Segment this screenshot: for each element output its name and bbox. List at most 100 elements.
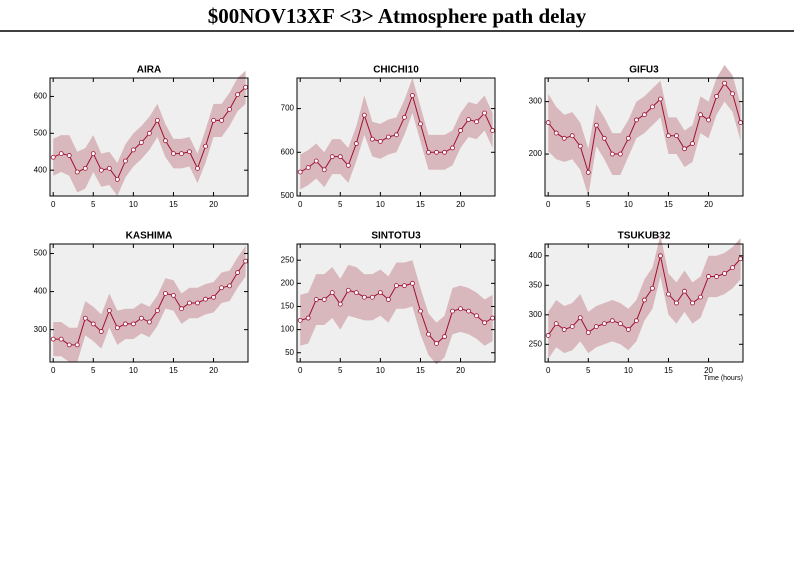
point	[138, 140, 144, 145]
point	[50, 336, 56, 342]
x-tick-label: 0	[51, 366, 56, 375]
x-tick-label: 0	[546, 200, 551, 209]
point	[434, 341, 439, 346]
y-tick-label: 200	[281, 278, 295, 287]
point	[385, 297, 391, 302]
panel-title: GIFU3	[629, 65, 659, 76]
point	[138, 315, 144, 321]
point	[633, 117, 639, 123]
point	[585, 330, 591, 335]
x-tick-label: 20	[209, 200, 218, 209]
y-tick-label: 600	[281, 147, 295, 156]
x-tick-label: 20	[704, 200, 713, 209]
y-tick-label: 350	[529, 280, 543, 289]
point	[722, 80, 727, 86]
x-tick-label: 15	[416, 200, 425, 209]
point	[106, 308, 112, 314]
point	[337, 301, 343, 307]
y-tick-label: 500	[281, 191, 295, 200]
x-tick-label: 5	[338, 366, 343, 375]
point	[329, 154, 335, 160]
point	[297, 317, 303, 323]
x-tick-label: 10	[624, 200, 633, 209]
point	[385, 134, 391, 140]
y-tick-label: 300	[34, 325, 48, 334]
point	[674, 300, 679, 306]
point	[601, 135, 607, 141]
point	[442, 149, 447, 155]
point	[329, 290, 335, 295]
x-tick-label: 5	[586, 200, 591, 209]
point	[171, 151, 176, 156]
point	[147, 130, 152, 136]
point	[203, 296, 208, 302]
x-tick-label: 10	[624, 366, 633, 375]
point	[714, 274, 719, 279]
point	[195, 300, 200, 306]
point	[58, 151, 64, 156]
plot-frame	[49, 243, 249, 363]
point	[738, 120, 743, 125]
point	[114, 177, 120, 182]
point	[553, 321, 559, 327]
point	[690, 300, 695, 306]
y-tick-label: 500	[34, 128, 48, 137]
y-tick-label: 600	[34, 92, 48, 101]
point	[482, 110, 487, 116]
point	[569, 324, 575, 330]
point	[706, 117, 711, 123]
x-tick-label: 20	[209, 366, 218, 375]
point	[650, 104, 655, 110]
point	[593, 122, 599, 128]
point	[458, 128, 463, 133]
point	[369, 136, 375, 142]
point	[666, 291, 671, 297]
x-axis-label: Time (hours)	[704, 375, 743, 382]
point	[410, 93, 415, 98]
point	[730, 91, 735, 97]
point	[305, 315, 311, 321]
plot-frame	[544, 77, 744, 197]
point	[66, 342, 72, 348]
point	[682, 146, 687, 152]
point	[211, 294, 216, 300]
point	[90, 151, 96, 156]
x-tick-label: 10	[376, 200, 385, 209]
point	[106, 165, 112, 171]
y-tick-label: 150	[281, 302, 295, 311]
point	[377, 138, 383, 144]
x-tick-label: 15	[416, 366, 425, 375]
point	[658, 253, 663, 259]
plot-frame	[296, 243, 496, 363]
point	[450, 308, 455, 314]
panel-title: TSUKUB32	[618, 231, 671, 242]
panel-title: KASHIMA	[126, 231, 173, 242]
point	[545, 120, 551, 125]
plot-frame	[296, 77, 496, 197]
point	[130, 147, 136, 153]
point	[625, 135, 631, 141]
point	[211, 118, 216, 123]
y-tick-label: 100	[281, 325, 295, 334]
x-tick-label: 10	[376, 366, 385, 375]
point	[187, 149, 192, 155]
point	[442, 334, 447, 339]
point	[74, 169, 80, 175]
x-tick-label: 20	[456, 366, 465, 375]
point	[163, 291, 168, 296]
point	[434, 149, 439, 155]
point	[130, 321, 136, 327]
point	[577, 315, 583, 321]
plot-frame	[544, 243, 744, 363]
point	[666, 133, 671, 139]
point	[402, 114, 407, 120]
point	[345, 163, 351, 168]
point	[474, 119, 479, 125]
point	[642, 112, 647, 118]
point	[601, 321, 607, 327]
point	[321, 167, 327, 173]
point	[187, 300, 192, 306]
point	[219, 285, 224, 291]
point	[297, 169, 303, 175]
point	[337, 154, 343, 160]
